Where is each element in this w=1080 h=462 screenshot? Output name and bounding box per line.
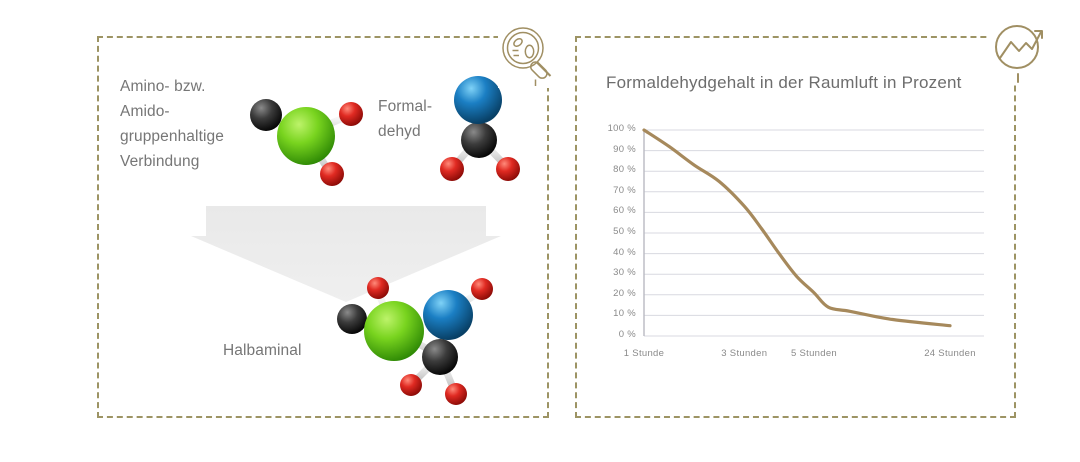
x-axis-tick-label: 3 Stunden <box>721 348 768 359</box>
right-panel <box>575 36 1016 418</box>
magnifier-molecules-icon <box>498 22 562 88</box>
y-axis-tick-label: 60 % <box>613 205 636 217</box>
label-halbaminal: Halbaminal <box>223 342 302 359</box>
y-axis-tick-label: 30 % <box>613 267 636 279</box>
y-axis-tick-label: 70 % <box>613 184 636 196</box>
chart-title: Formaldehydgehalt in der Raumluft in Pro… <box>606 73 962 92</box>
chart-svg <box>642 128 984 337</box>
down-arrow-icon <box>191 206 501 302</box>
label-formaldehyde: Formal- dehyd <box>378 98 433 140</box>
y-axis-tick-label: 100 % <box>607 123 636 134</box>
trend-chart-icon <box>988 18 1050 84</box>
molecule-formaldehyde <box>440 76 520 181</box>
x-axis-tick-label: 24 Stunden <box>924 348 976 359</box>
series-line-formaldehydgehalt <box>642 128 952 328</box>
y-axis-tick-label: 40 % <box>613 246 636 258</box>
y-axis-tick-label: 20 % <box>613 287 636 299</box>
label-amino-compound: Amino- bzw. Amido- gruppenhaltige Verbin… <box>120 78 224 170</box>
y-axis-tick-label: 80 % <box>613 164 636 176</box>
molecule-halbaminal <box>337 277 493 405</box>
x-axis-tick-label: 5 Stunden <box>790 348 838 359</box>
x-axis-tick-label: 1 Stunde <box>623 348 665 359</box>
y-axis-tick-label: 90 % <box>613 143 636 155</box>
y-axis-tick-label: 10 % <box>613 308 636 320</box>
y-axis-tick-label: 0 % <box>618 329 636 340</box>
line-chart: 100 % 90 % 80 % 70 % 60 % 50 % 40 % 30 % 20 % 10 … <box>592 118 992 380</box>
y-axis-tick-label: 50 % <box>613 226 636 237</box>
molecule-amino-compound <box>250 99 363 186</box>
